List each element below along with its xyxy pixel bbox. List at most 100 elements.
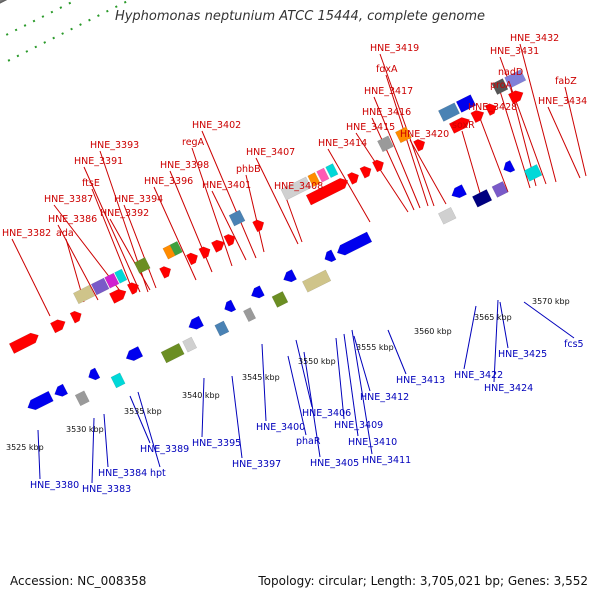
reverse-lead-line: [295, 339, 313, 408]
reverse-lead-line: [493, 299, 499, 383]
gene-27: [377, 135, 394, 153]
reverse-lead-line: [335, 337, 345, 420]
gene-33: [470, 110, 485, 124]
gene-13: [185, 252, 199, 266]
scale-tick-label: 3545 kbp: [242, 373, 280, 382]
forward-gene-label: HNE_3387: [44, 194, 93, 205]
gene-59: [491, 181, 509, 198]
gene-57: [451, 184, 468, 199]
forward-gene-label: HNE_3382: [2, 228, 51, 239]
gene-50: [250, 285, 265, 299]
genome-title: Hyphomonas neptunium ATCC 15444, complet…: [114, 9, 486, 24]
forward-gene-label: HNE_3432: [510, 33, 559, 44]
forward-gene-label: soxR: [452, 120, 475, 131]
gene-8: [126, 282, 139, 295]
gene-25: [359, 165, 372, 179]
forward-gene-label: phbB: [236, 164, 261, 175]
forward-lead-line: [123, 204, 157, 289]
reverse-gene-label: HNE_3384: [98, 468, 147, 479]
reverse-gene-label: fcs5: [564, 339, 584, 350]
reverse-lead-line: [129, 395, 151, 444]
gene-45: [182, 336, 198, 353]
reverse-lead-line: [351, 329, 373, 455]
forward-gene-label: HNE_3419: [370, 43, 419, 54]
reverse-lead-line: [523, 301, 575, 339]
gene-12: [169, 240, 183, 256]
forward-gene-label: HNE_3431: [490, 46, 539, 57]
gene-40: [74, 390, 90, 407]
reverse-gene-label: HNE_3410: [348, 437, 397, 448]
gene-35: [491, 78, 509, 95]
scale-tick-label: 3550 kbp: [298, 357, 336, 366]
gene-51: [271, 291, 289, 308]
scale-tick-label: 3570 kbp: [532, 297, 570, 306]
gene-5: [104, 272, 120, 289]
reverse-lead-line: [201, 377, 205, 438]
reverse-lead-line: [387, 329, 407, 375]
forward-gene-label: nadD: [498, 67, 523, 78]
forward-lead-line: [57, 224, 99, 301]
forward-lead-line: [191, 147, 233, 267]
forward-lead-line: [371, 117, 415, 211]
forward-lead-line: [564, 86, 587, 177]
gene-2: [69, 310, 82, 324]
gene-28: [394, 126, 412, 144]
forward-gene-label: fabZ: [555, 76, 577, 87]
gene-1: [49, 319, 66, 334]
forward-gene-label: HNE_3393: [90, 140, 139, 151]
reverse-gene-label: HNE_3422: [454, 370, 503, 381]
gene-49: [242, 307, 257, 323]
forward-gene-label: HNE_3394: [114, 194, 163, 205]
gene-34: [484, 103, 497, 116]
forward-lead-line: [83, 166, 141, 293]
forward-lead-line: [385, 74, 429, 207]
forward-gene-label: HNE_3396: [144, 176, 193, 187]
gene-4: [90, 277, 110, 296]
gene-53: [301, 269, 332, 293]
forward-gene-label: fdxA: [376, 64, 398, 75]
gene-55: [336, 231, 373, 256]
gene-22: [325, 163, 339, 179]
reverse-lead-line: [303, 351, 321, 458]
reverse-lead-line: [287, 355, 307, 436]
forward-gene-label: HNE_3407: [246, 147, 295, 158]
reverse-gene-label: HNE_3406: [302, 408, 351, 419]
forward-lead-line: [373, 96, 421, 209]
reverse-lead-line: [343, 333, 359, 437]
reverse-lead-line: [353, 335, 371, 392]
reverse-gene-label: HNE_3389: [140, 444, 189, 455]
gene-30: [437, 102, 461, 122]
gene-17: [228, 209, 246, 227]
gene-0: [8, 332, 39, 354]
forward-lead-line: [91, 188, 135, 295]
reverse-lead-line: [37, 429, 41, 480]
gene-20: [307, 172, 321, 188]
forward-gene-label: HNE_3398: [160, 160, 209, 171]
accession-text: Accession: NC_008358: [10, 574, 147, 588]
forward-gene-label: HNE_3414: [318, 138, 367, 149]
forward-gene-label: HNE_3391: [74, 156, 123, 167]
gene-24: [346, 172, 360, 185]
reverse-gene-label: phaR: [296, 436, 321, 447]
reverse-gene-label: HNE_3411: [362, 455, 411, 466]
reverse-gene-label: hpt: [150, 468, 166, 479]
forward-lead-line: [519, 43, 557, 183]
gene-16: [223, 233, 236, 247]
reverse-gene-label: HNE_3405: [310, 458, 359, 469]
gene-56: [437, 206, 457, 225]
forward-gene-label: HNE_3401: [202, 180, 251, 191]
gene-61: [523, 164, 543, 182]
gene-21: [316, 167, 330, 183]
forward-lead-line: [461, 130, 483, 201]
forward-gene-label: HNE_3386: [48, 214, 97, 225]
reverse-lead-line: [231, 375, 243, 459]
gene-60: [503, 160, 516, 173]
scale-tick-label: 3525 kbp: [6, 443, 44, 452]
scale-tick-label: 3555 kbp: [356, 343, 394, 352]
forward-gene-label: HNE_3420: [400, 129, 449, 140]
forward-lead-line: [547, 106, 581, 179]
gene-15: [210, 239, 225, 253]
forward-gene-label: HNE_3417: [364, 86, 413, 97]
forward-lead-line: [255, 157, 299, 245]
